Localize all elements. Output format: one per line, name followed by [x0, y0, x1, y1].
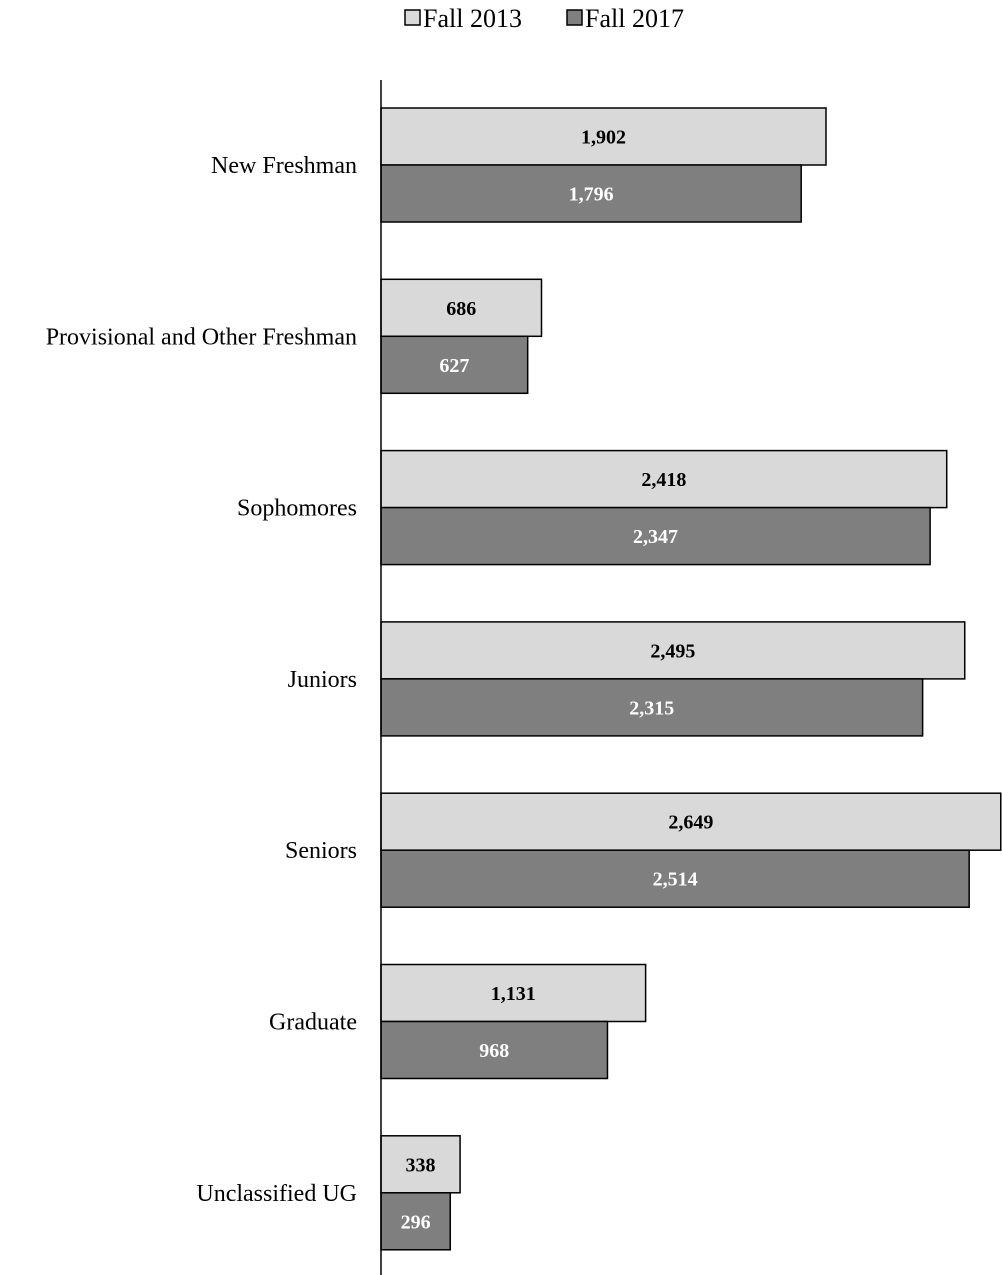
bar-seniors-fall-2017 — [380, 849, 970, 908]
bars-group: 1,902 1,796 686 627 2,418 2,347 2,495 2,315 2,64… — [380, 107, 1002, 1251]
data-label-new-freshman-fall-2017: 1,796 — [569, 184, 614, 206]
bar-graduate-fall-2013 — [380, 963, 647, 1023]
data-label-seniors-fall-2017: 2,514 — [653, 869, 698, 891]
category-label-graduate: Graduate — [269, 1010, 357, 1036]
legend-label-series-0: Fall 2013 — [423, 4, 522, 33]
data-label-sophomores-fall-2017: 2,347 — [633, 526, 678, 548]
data-label-unclassified-ug-fall-2013: 338 — [406, 1154, 436, 1176]
data-label-seniors-fall-2013: 2,649 — [668, 812, 713, 834]
bar-provisional-and-other-freshman-fall-2017 — [380, 335, 529, 395]
data-label-new-freshman-fall-2013: 1,902 — [581, 127, 626, 149]
legend-label-series-1: Fall 2017 — [585, 4, 684, 33]
data-label-provisional-and-other-freshman-fall-2017: 627 — [439, 355, 469, 377]
category-label-sophomores: Sophomores — [237, 496, 357, 522]
data-label-graduate-fall-2013: 1,131 — [491, 983, 536, 1005]
data-label-provisional-and-other-freshman-fall-2013: 686 — [446, 298, 476, 320]
category-labels: New Freshman Provisional and Other Freshm… — [46, 153, 357, 1207]
category-label-unclassified-ug: Unclassified UG — [196, 1181, 357, 1207]
bar-sophomores-fall-2017 — [380, 506, 931, 566]
category-label-seniors: Seniors — [285, 838, 357, 864]
data-label-juniors-fall-2017: 2,315 — [629, 697, 674, 719]
data-label-juniors-fall-2013: 2,495 — [650, 640, 695, 662]
data-label-unclassified-ug-fall-2017: 296 — [401, 1211, 431, 1233]
category-label-juniors: Juniors — [288, 667, 357, 693]
category-label-new-freshman: New Freshman — [211, 153, 357, 179]
legend: Fall 2013 Fall 2017 — [404, 4, 684, 33]
category-label-provisional-and-other-freshman: Provisional and Other Freshman — [46, 324, 357, 350]
bar-provisional-and-other-freshman-fall-2013 — [380, 278, 543, 338]
bar-new-freshman-fall-2013 — [380, 107, 827, 166]
data-label-sophomores-fall-2013: 2,418 — [641, 469, 686, 491]
legend-swatch-series-1 — [566, 9, 583, 26]
legend-swatch-series-0 — [404, 9, 421, 26]
bar-unclassified-ug-fall-2017 — [380, 1192, 452, 1251]
bar-new-freshman-fall-2017 — [380, 164, 802, 223]
data-label-graduate-fall-2017: 968 — [479, 1040, 509, 1062]
bar-graduate-fall-2017 — [380, 1020, 609, 1080]
